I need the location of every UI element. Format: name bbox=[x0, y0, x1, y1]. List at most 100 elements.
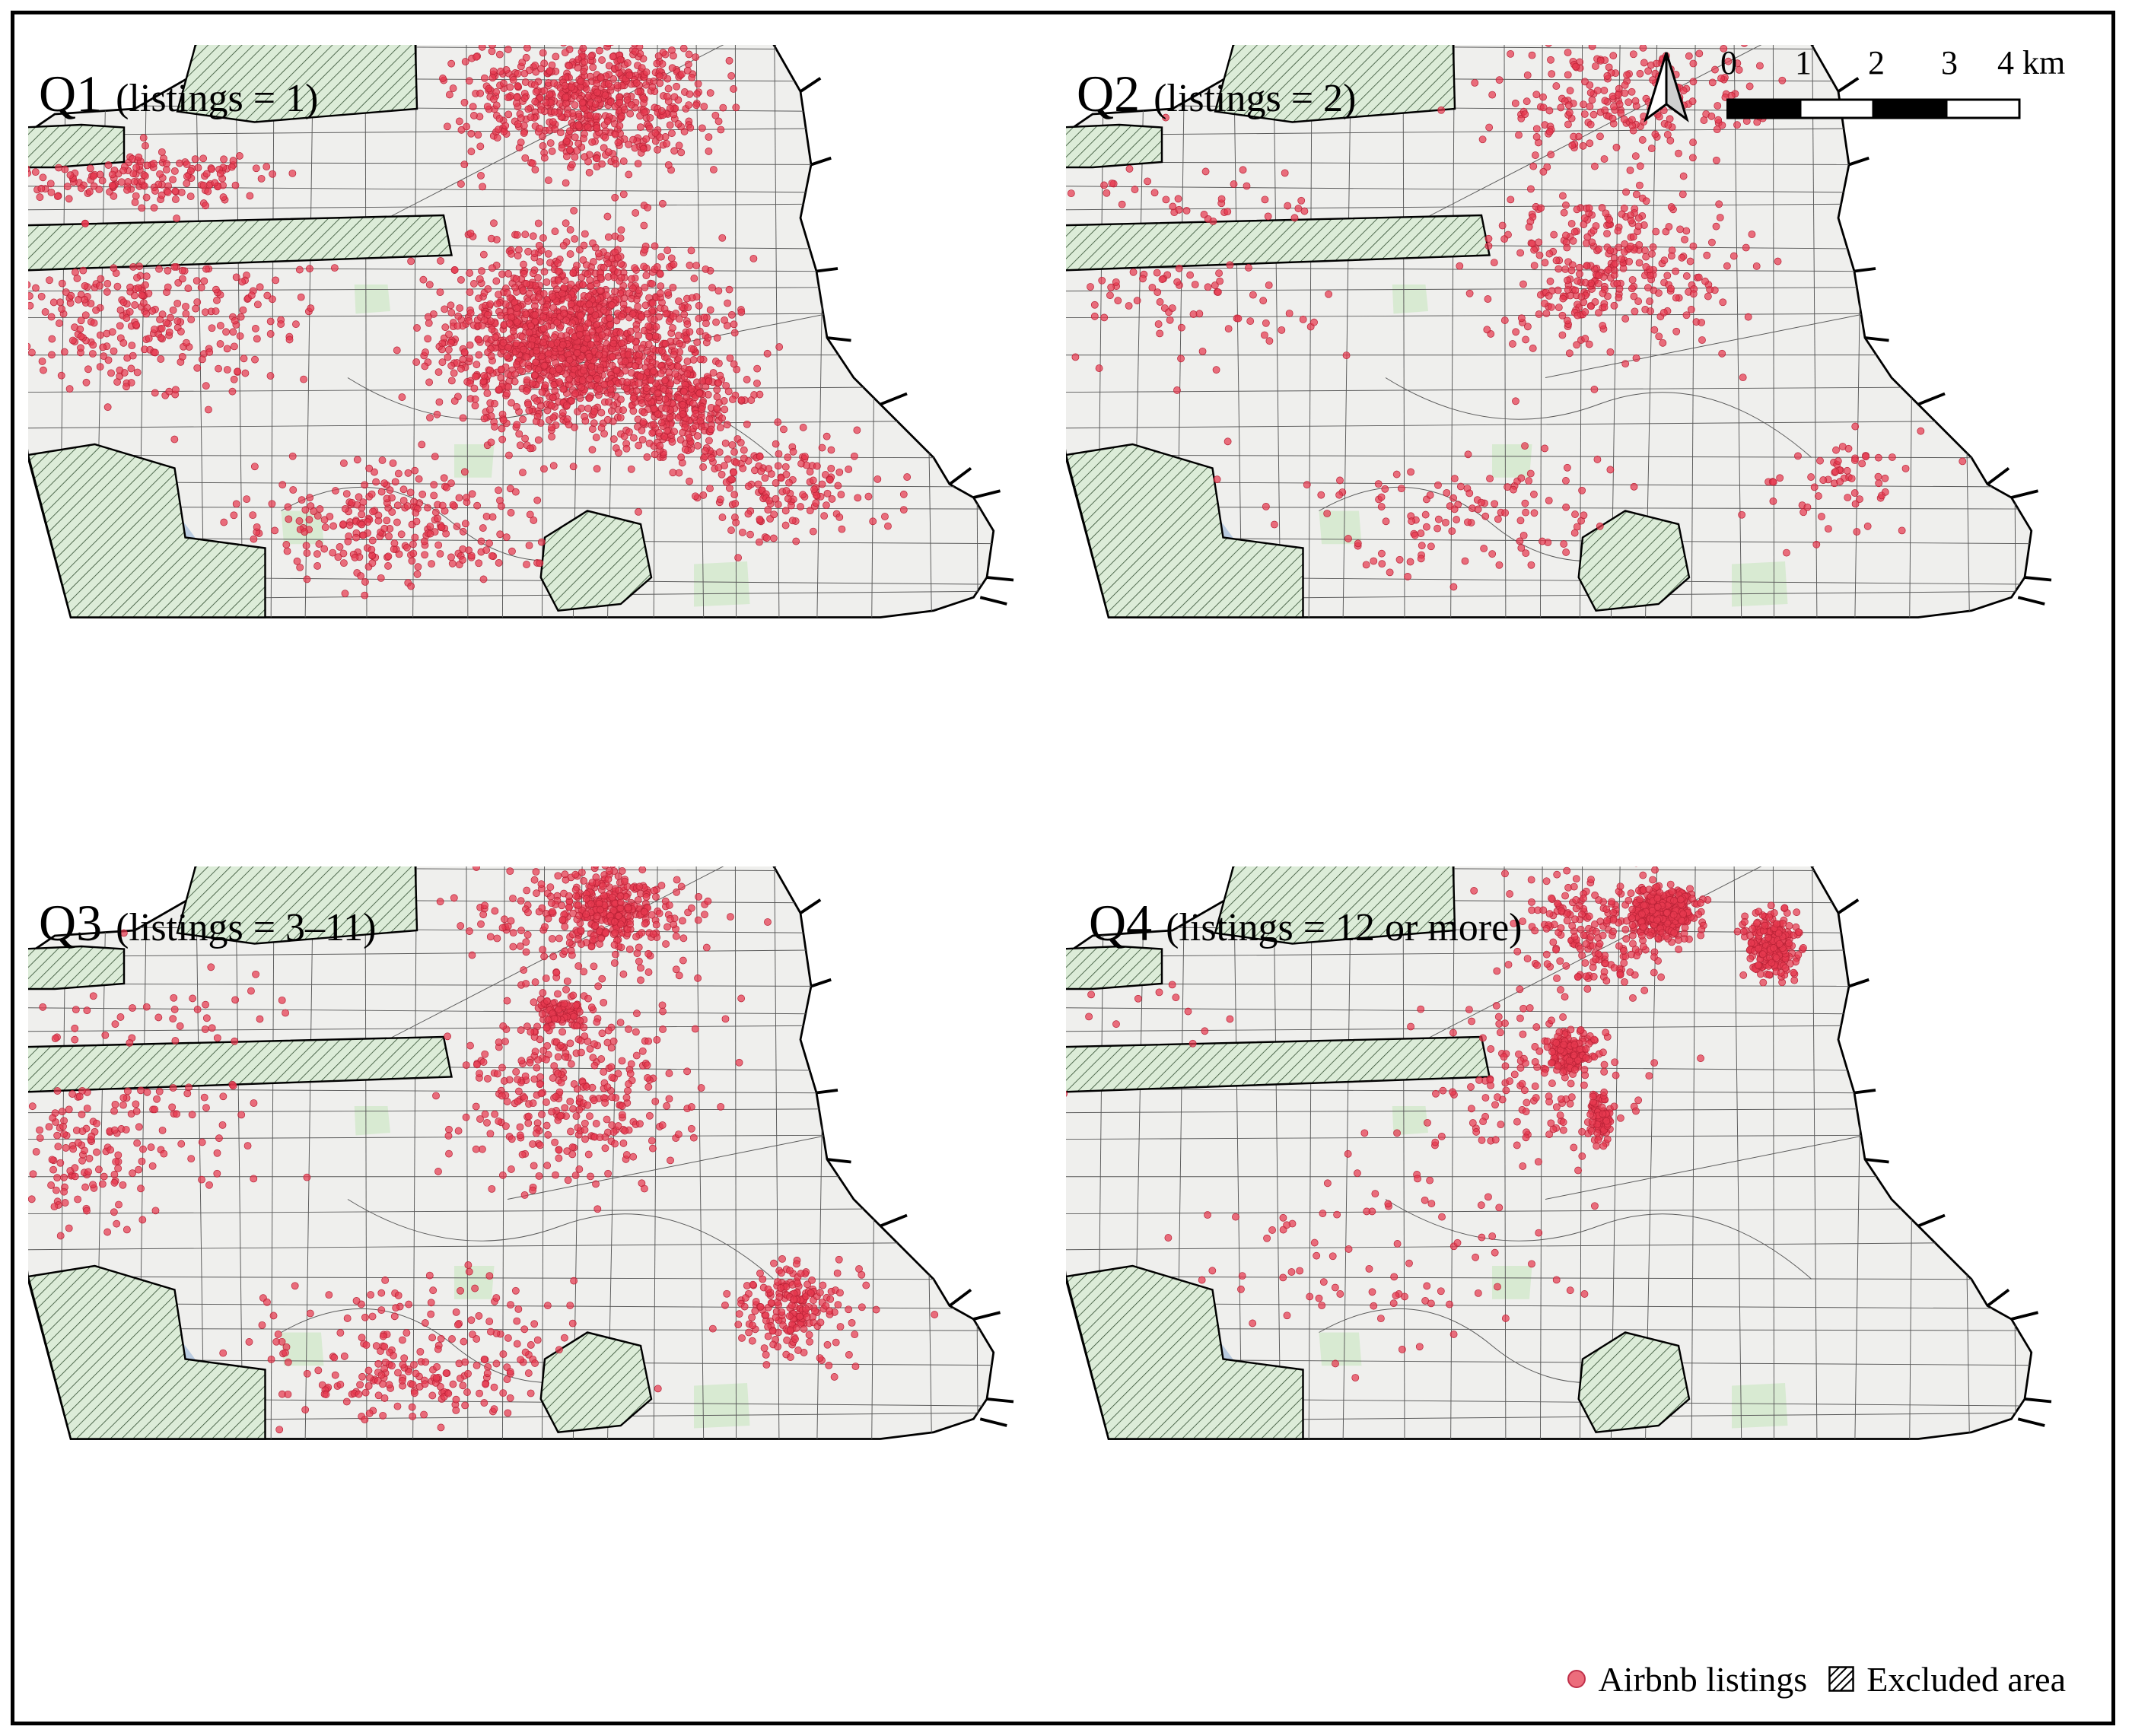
listing-point bbox=[531, 97, 539, 106]
listing-point bbox=[177, 328, 185, 335]
listing-point bbox=[487, 317, 495, 326]
listing-point bbox=[116, 322, 124, 330]
listing-point bbox=[689, 1133, 698, 1142]
listing-point bbox=[1714, 102, 1722, 110]
listing-point bbox=[538, 1110, 546, 1118]
listing-point bbox=[501, 1122, 510, 1130]
listing-point bbox=[531, 166, 539, 173]
listing-point bbox=[1461, 557, 1469, 565]
listing-point bbox=[774, 501, 782, 509]
listing-point bbox=[301, 506, 310, 514]
listing-point bbox=[128, 342, 136, 350]
listing-point bbox=[1756, 62, 1764, 70]
listing-point bbox=[676, 394, 684, 402]
listing-point bbox=[297, 293, 305, 301]
listing-point bbox=[447, 59, 456, 68]
listing-point bbox=[465, 1267, 473, 1276]
listing-point bbox=[654, 410, 662, 418]
listing-point bbox=[1599, 322, 1607, 329]
listing-point bbox=[638, 1047, 647, 1055]
listing-point bbox=[683, 66, 692, 75]
listing-point bbox=[499, 339, 508, 347]
listing-point bbox=[1507, 196, 1515, 204]
listing-point bbox=[1317, 491, 1325, 499]
listing-point bbox=[1713, 126, 1721, 134]
listing-point bbox=[476, 275, 484, 283]
listing-point bbox=[129, 351, 137, 360]
listing-point bbox=[1570, 529, 1579, 537]
listing-point bbox=[409, 549, 418, 558]
listing-point bbox=[1177, 323, 1185, 332]
listing-point bbox=[626, 327, 635, 335]
listing-point bbox=[1564, 120, 1572, 129]
listing-point bbox=[571, 389, 580, 398]
listing-point bbox=[1625, 257, 1633, 265]
listing-point bbox=[330, 264, 339, 272]
listing-point bbox=[589, 1054, 597, 1062]
listing-point bbox=[341, 590, 349, 598]
listing-point bbox=[1831, 468, 1840, 475]
listing-point bbox=[649, 1144, 657, 1153]
listing-point bbox=[713, 386, 721, 394]
listing-point bbox=[623, 378, 632, 386]
listing-point bbox=[1819, 476, 1828, 484]
listing-point bbox=[449, 501, 457, 509]
listing-point bbox=[1480, 545, 1488, 552]
listing-point bbox=[512, 339, 520, 348]
listing-point bbox=[674, 120, 683, 128]
listing-point bbox=[1261, 331, 1268, 339]
listing-point bbox=[680, 310, 689, 319]
listing-point bbox=[723, 421, 731, 429]
listing-point bbox=[643, 453, 651, 461]
listing-point bbox=[1719, 298, 1727, 307]
listing-point bbox=[1139, 275, 1147, 283]
listing-point bbox=[669, 52, 677, 60]
listing-point bbox=[617, 339, 625, 348]
listing-point bbox=[428, 1391, 437, 1400]
listing-point bbox=[557, 1079, 565, 1086]
listing-point bbox=[520, 966, 528, 975]
listing-point bbox=[414, 563, 422, 571]
listing-point bbox=[1566, 87, 1574, 95]
listing-point bbox=[413, 570, 422, 578]
listing-point bbox=[634, 303, 642, 310]
listing-point bbox=[191, 155, 199, 164]
listing-point bbox=[110, 192, 118, 200]
listing-point bbox=[487, 412, 495, 420]
excluded-area bbox=[28, 1035, 453, 1093]
listing-point bbox=[595, 351, 603, 359]
listing-point bbox=[607, 1044, 616, 1052]
listing-point bbox=[459, 545, 467, 553]
listing-point bbox=[487, 352, 495, 360]
listing-point bbox=[282, 1009, 289, 1017]
listing-point bbox=[250, 535, 258, 543]
listing-point bbox=[1620, 115, 1628, 123]
listing-point bbox=[520, 1325, 529, 1334]
listing-point bbox=[72, 1006, 80, 1014]
listing-point bbox=[567, 1060, 575, 1068]
listing-point bbox=[295, 265, 304, 274]
listing-point bbox=[653, 262, 661, 271]
listing-point bbox=[597, 1055, 606, 1063]
listing-point bbox=[1245, 264, 1252, 272]
listing-point bbox=[46, 276, 53, 285]
listing-point bbox=[616, 329, 625, 337]
listing-point bbox=[385, 533, 393, 540]
listing-point bbox=[639, 145, 648, 153]
listing-point bbox=[555, 365, 563, 374]
listing-point bbox=[132, 192, 140, 200]
listing-point bbox=[665, 368, 673, 377]
excluded-area bbox=[539, 1331, 653, 1434]
listing-point bbox=[838, 525, 846, 533]
excluded-area bbox=[28, 443, 266, 618]
listing-point bbox=[271, 526, 278, 535]
listing-point bbox=[66, 171, 75, 180]
listing-point bbox=[507, 1165, 515, 1173]
listing-point bbox=[734, 554, 743, 562]
listing-point bbox=[514, 82, 522, 90]
listing-point bbox=[285, 335, 294, 344]
listing-point bbox=[500, 79, 508, 87]
listing-point bbox=[1714, 116, 1723, 124]
listing-point bbox=[1212, 366, 1220, 374]
listing-point bbox=[1407, 468, 1414, 476]
